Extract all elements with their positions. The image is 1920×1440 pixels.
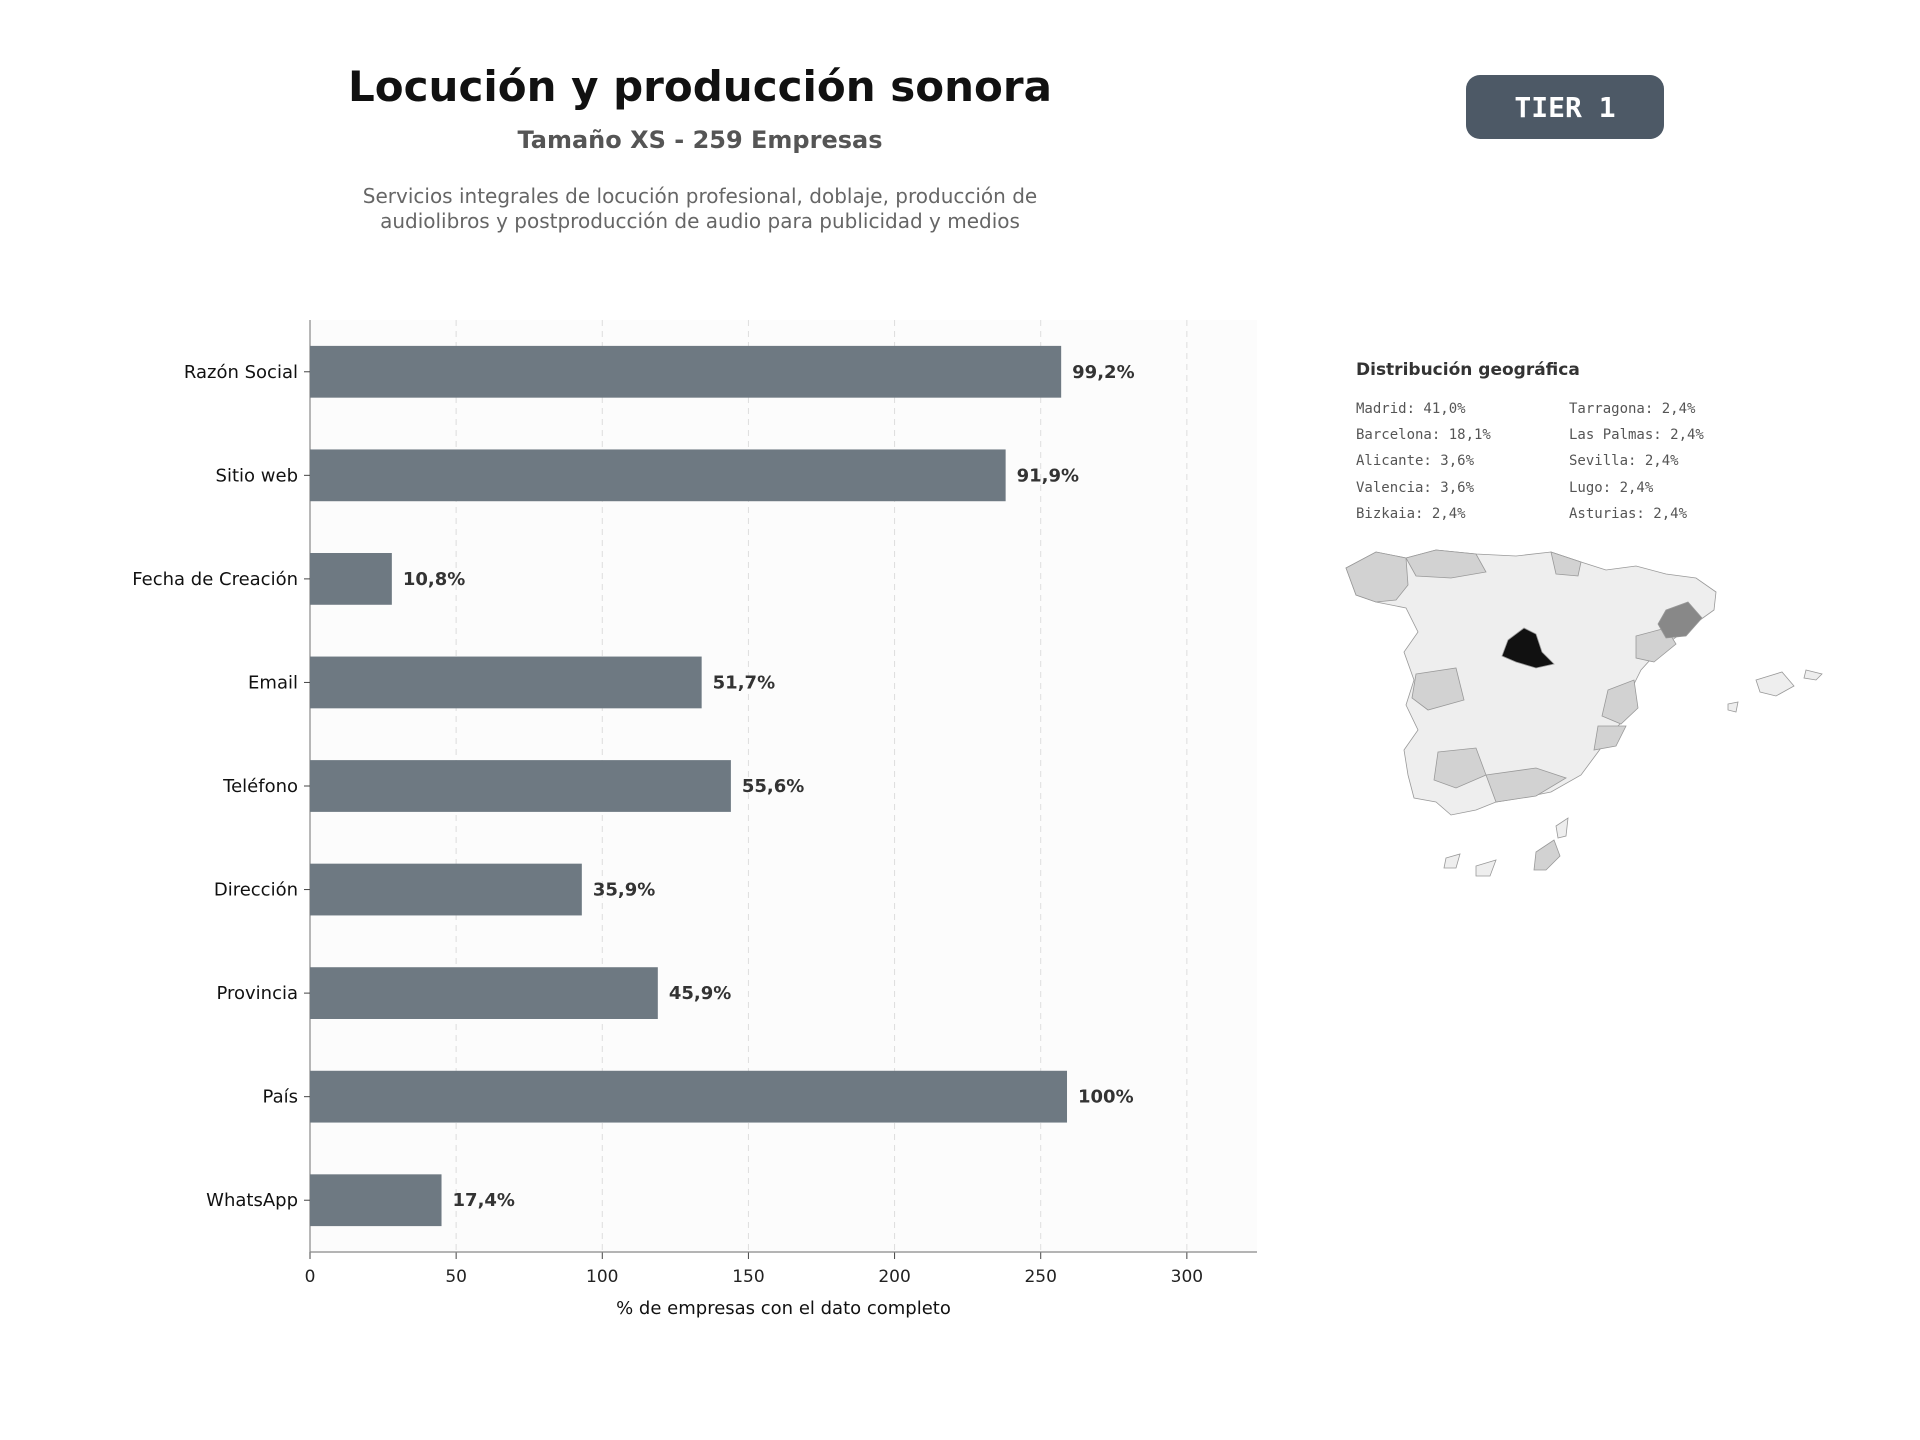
data-label: 45,9% xyxy=(669,983,731,1004)
category-label: Provincia xyxy=(216,983,298,1004)
map-region-sevilla xyxy=(1433,747,1487,789)
geo-distribution-title: Distribución geográfica xyxy=(1356,360,1580,380)
geo-item: Lugo: 2,4% xyxy=(1569,479,1654,496)
data-label: 35,9% xyxy=(593,880,655,901)
geo-item: Sevilla: 2,4% xyxy=(1569,453,1679,470)
category-label: Teléfono xyxy=(222,776,298,797)
tier-badge: TIER 1 xyxy=(1466,75,1664,139)
map-region-alicante xyxy=(1593,725,1627,751)
bar xyxy=(310,1070,1068,1123)
data-label: 55,6% xyxy=(742,776,804,797)
map-region-valencia xyxy=(1601,679,1639,725)
data-label: 99,2% xyxy=(1072,362,1134,383)
completeness-bar-chart: 0 50 100 150 200 250 300 Razón Social 99,2% Sitio… xyxy=(132,320,1257,1319)
geo-item: Barcelona: 18,1% xyxy=(1356,427,1491,444)
map-canary-islands-west xyxy=(1443,853,1461,869)
map-region-madrid xyxy=(1501,627,1555,669)
spain-choropleth-map xyxy=(1345,549,1823,877)
geo-item: Las Palmas: 2,4% xyxy=(1569,427,1704,444)
geo-item: Tarragona: 2,4% xyxy=(1569,401,1696,417)
bar xyxy=(310,345,1062,398)
map-canary-las-palmas xyxy=(1533,839,1561,871)
category-label: Razón Social xyxy=(184,362,298,383)
geo-item: Asturias: 2,4% xyxy=(1569,505,1688,522)
x-tick-label: 50 xyxy=(445,1267,467,1287)
x-tick-label: 250 xyxy=(1024,1267,1056,1287)
data-label: 51,7% xyxy=(713,672,775,693)
bar xyxy=(310,449,1006,502)
category-label: Email xyxy=(248,672,298,693)
map-region-asturias xyxy=(1405,549,1487,579)
data-label: 10,8% xyxy=(403,569,465,590)
map-region-west xyxy=(1411,667,1465,711)
geo-item: Valencia: 3,6% xyxy=(1356,479,1475,496)
page-subtitle: Tamaño XS - 259 Empresas xyxy=(517,126,883,154)
geo-distribution-list: Madrid: 41,0% Tarragona: 2,4% Barcelona:… xyxy=(1356,396,1776,527)
category-label: Dirección xyxy=(214,880,298,901)
map-region-barcelona xyxy=(1657,601,1703,639)
map-region-south xyxy=(1485,767,1567,803)
data-label: 91,9% xyxy=(1017,465,1079,486)
bar xyxy=(310,967,658,1019)
page-title: Locución y producción sonora xyxy=(348,62,1052,111)
category-label: País xyxy=(263,1087,298,1108)
bar xyxy=(310,1174,442,1227)
map-balearic-mallorca xyxy=(1755,671,1795,697)
x-tick-label: 0 xyxy=(305,1267,316,1287)
map-balearic-ibiza xyxy=(1727,701,1739,713)
map-canary-islands-east xyxy=(1555,817,1569,839)
map-region-galicia xyxy=(1345,551,1409,603)
geo-item: Bizkaia: 2,4% xyxy=(1356,505,1466,522)
map-canary-islands-center xyxy=(1475,859,1497,877)
map-balearic-menorca xyxy=(1803,669,1823,681)
bar xyxy=(310,863,582,916)
bar xyxy=(310,760,731,812)
geo-item: Madrid: 41,0% xyxy=(1356,401,1466,417)
x-tick-label: 300 xyxy=(1171,1267,1203,1287)
page-description: Servicios integrales de locución profesi… xyxy=(310,184,1090,234)
description-line-2: audiolibros y postproducción de audio pa… xyxy=(380,209,1020,233)
map-regions xyxy=(1345,549,1823,877)
x-tick-label: 150 xyxy=(732,1267,764,1287)
bar xyxy=(310,656,702,709)
category-label: WhatsApp xyxy=(206,1190,298,1211)
x-tick-label: 100 xyxy=(586,1267,618,1287)
geo-item: Alicante: 3,6% xyxy=(1356,453,1475,470)
category-label: Fecha de Creación xyxy=(132,569,298,590)
data-label: 17,4% xyxy=(453,1190,515,1211)
description-line-1: Servicios integrales de locución profesi… xyxy=(362,184,1038,208)
bar xyxy=(310,553,392,605)
map-region-bizkaia xyxy=(1550,551,1582,577)
category-label: Sitio web xyxy=(216,465,298,486)
x-tick-label: 200 xyxy=(878,1267,910,1287)
data-label: 100% xyxy=(1078,1087,1134,1108)
x-axis-title: % de empresas con el dato completo xyxy=(616,1298,951,1319)
